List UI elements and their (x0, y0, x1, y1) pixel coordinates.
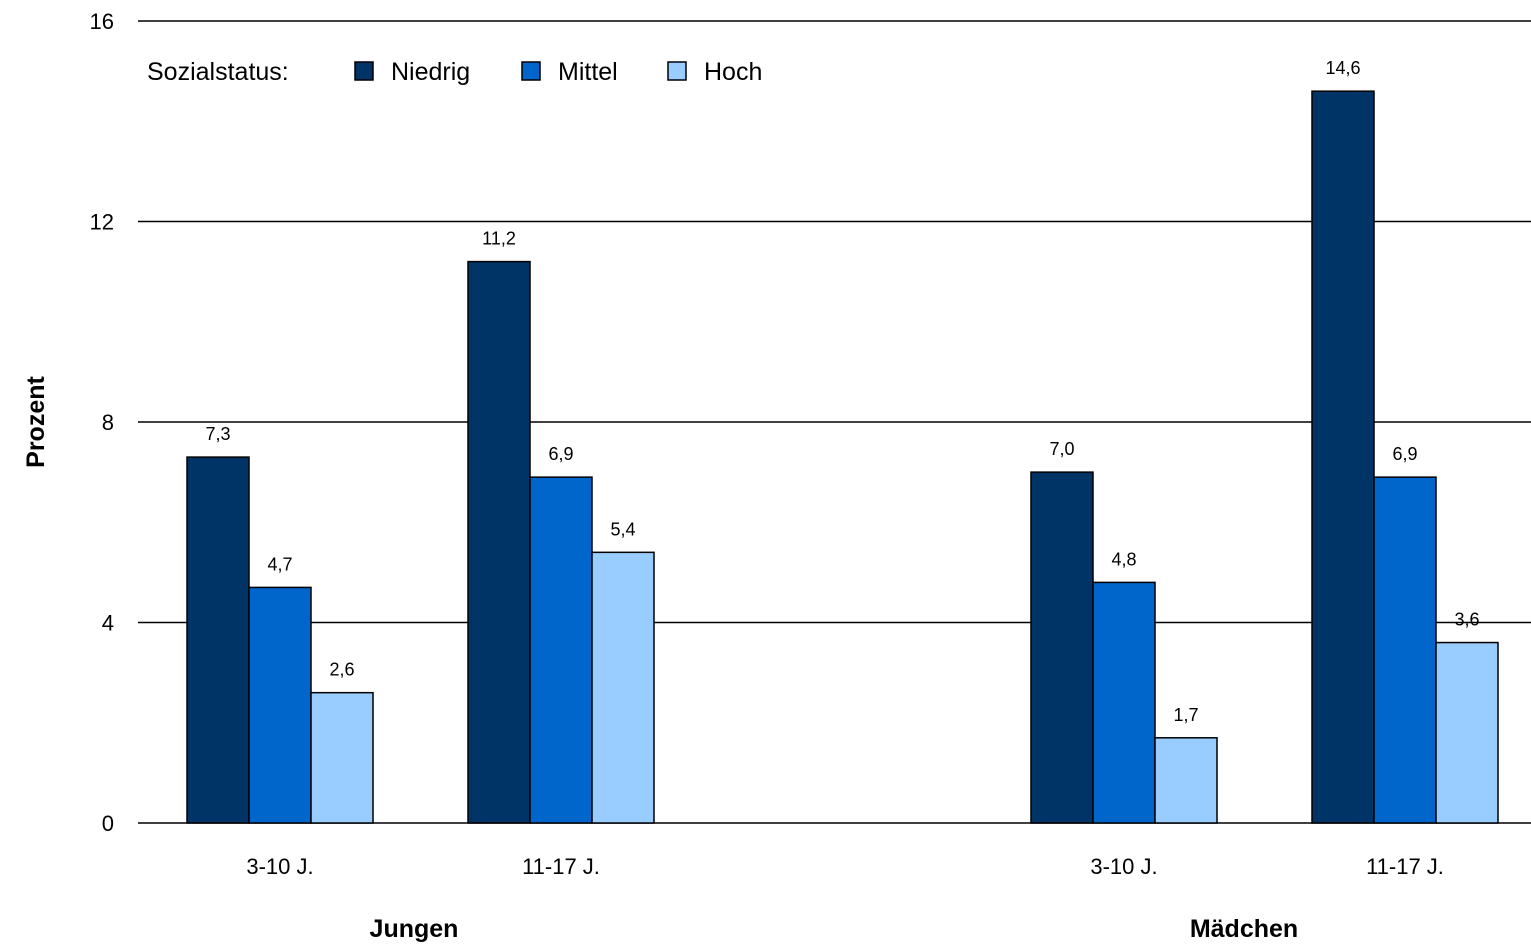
category-label: 11-17 J. (522, 854, 600, 879)
bar-mittel (529, 476, 593, 824)
bar-niedrig (186, 456, 250, 824)
bar-hoch (310, 691, 374, 824)
category-label: 3-10 J. (246, 854, 313, 879)
bar-niedrig (1030, 471, 1094, 824)
legend-title: Sozialstatus: (147, 58, 289, 86)
bar-mittel (1092, 581, 1156, 824)
bar-mittel (248, 586, 312, 824)
y-axis-label: Prozent (22, 375, 50, 467)
category-label: 3-10 J. (1090, 854, 1157, 879)
legend-label: Mittel (558, 58, 618, 86)
data-label: 4,8 (1111, 549, 1136, 569)
bar-mittel (1373, 476, 1437, 824)
category-label: 11-17 J. (1366, 854, 1444, 879)
data-label: 6,9 (548, 444, 573, 464)
data-label: 2,6 (329, 660, 354, 680)
y-tick-label: 0 (102, 811, 114, 836)
data-label: 5,4 (610, 519, 635, 539)
data-label: 6,9 (1392, 444, 1417, 464)
legend-swatch (667, 61, 687, 81)
data-label: 3,6 (1454, 610, 1479, 630)
legend-label: Niedrig (391, 58, 470, 86)
data-label: 14,6 (1325, 58, 1360, 78)
group-label: Mädchen (1190, 915, 1298, 943)
bar-niedrig (1311, 90, 1375, 824)
y-tick-label: 8 (102, 410, 114, 435)
y-tick-label: 4 (102, 611, 114, 636)
bar-hoch (591, 551, 655, 824)
bar-niedrig (467, 260, 531, 824)
bar-hoch (1435, 641, 1499, 824)
data-label: 1,7 (1173, 705, 1198, 725)
y-tick-label: 16 (90, 9, 114, 34)
bar-hoch (1154, 737, 1218, 824)
data-label: 11,2 (482, 229, 516, 249)
legend-swatch (521, 61, 541, 81)
group-label: Jungen (370, 915, 459, 943)
data-label: 7,3 (205, 424, 230, 444)
data-label: 7,0 (1049, 439, 1074, 459)
data-label: 4,7 (267, 554, 292, 574)
legend-swatch (354, 61, 374, 81)
legend-label: Hoch (704, 58, 762, 86)
y-tick-label: 12 (90, 210, 114, 235)
